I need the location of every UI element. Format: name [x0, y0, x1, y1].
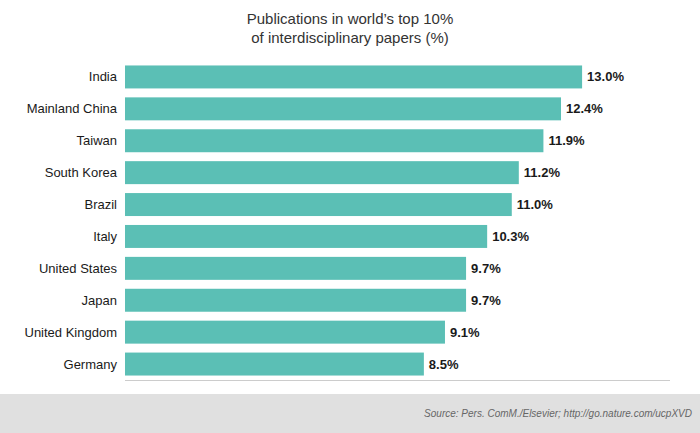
bar: [125, 129, 543, 152]
bar: [125, 257, 466, 280]
data-label: 11.0%: [517, 197, 554, 212]
bar: [125, 65, 582, 88]
category-label: Taiwan: [77, 133, 117, 148]
bar: [125, 353, 424, 376]
data-label: 9.7%: [471, 261, 501, 276]
category-label: United States: [39, 261, 118, 276]
data-label: 11.2%: [524, 165, 561, 180]
category-label: Mainland China: [27, 101, 118, 116]
category-label: United Kingdom: [25, 325, 118, 340]
bar: [125, 225, 487, 248]
bar: [125, 289, 466, 312]
category-label: Brazil: [84, 197, 117, 212]
footer: [0, 394, 700, 433]
category-label: India: [89, 69, 118, 84]
bars: [125, 65, 582, 375]
bar: [125, 97, 561, 120]
chart-container: Publications in world’s top 10%of interd…: [0, 0, 700, 433]
title: Publications in world’s top 10%of interd…: [247, 10, 454, 46]
bar: [125, 321, 445, 344]
data-label: 13.0%: [587, 69, 624, 84]
x-axis-line: [125, 380, 670, 381]
background: [0, 0, 700, 433]
chart: Publications in world’s top 10%of interd…: [0, 0, 700, 433]
data-label: 9.1%: [450, 325, 480, 340]
bar: [125, 161, 519, 184]
bar: [125, 193, 512, 216]
data-label: 11.9%: [548, 133, 585, 148]
data-label: 10.3%: [492, 229, 529, 244]
category-label: Japan: [82, 293, 117, 308]
source-note: Source: Pers. ComM./Elsevier; http://go.…: [424, 408, 692, 419]
category-label: Italy: [93, 229, 117, 244]
category-label: South Korea: [45, 165, 118, 180]
category-label: Germany: [64, 357, 118, 372]
data-label: 12.4%: [566, 101, 603, 116]
data-label: 9.7%: [471, 293, 501, 308]
data-label: 8.5%: [429, 357, 459, 372]
